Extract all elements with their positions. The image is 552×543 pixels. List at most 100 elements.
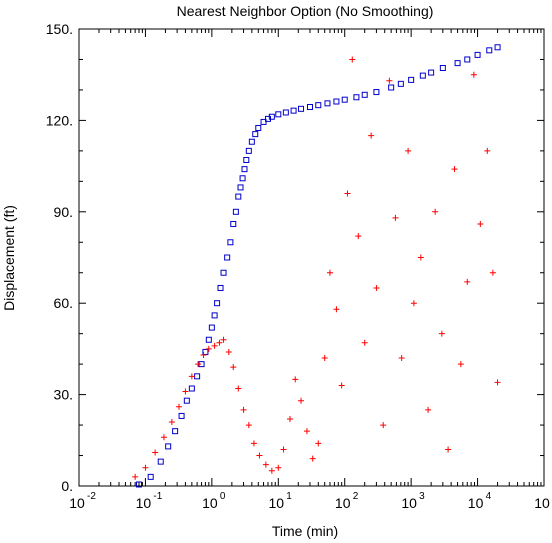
data-point-square (255, 125, 262, 132)
data-point-square (439, 64, 446, 71)
data-point-square (157, 458, 164, 465)
x-tick-exponent: 3 (419, 491, 425, 502)
data-point-square (397, 80, 404, 87)
data-point-plus (240, 406, 247, 413)
data-point-square (165, 443, 172, 450)
data-point-plus (205, 345, 212, 352)
data-point-plus (286, 415, 293, 422)
data-point-square (147, 473, 154, 480)
data-point-square (241, 166, 248, 173)
data-point-plus (230, 364, 237, 371)
data-point-square (205, 336, 212, 343)
data-point-square (306, 103, 313, 110)
data-point-square (268, 113, 275, 120)
data-point-square (178, 412, 185, 419)
x-tick-exponent: 1 (286, 491, 292, 502)
data-point-square (260, 118, 267, 125)
data-point-plus (425, 406, 432, 413)
data-point-square (232, 208, 239, 215)
data-point-plus (309, 455, 316, 462)
data-point-plus (292, 376, 299, 383)
data-point-square (135, 481, 142, 488)
data-point-square (388, 84, 395, 91)
data-point-plus (451, 166, 458, 173)
data-point-plus (262, 461, 269, 468)
data-point-plus (386, 77, 393, 84)
x-axis-label: Time (min) (272, 523, 338, 539)
data-point-plus (195, 361, 202, 368)
data-point-square (208, 324, 215, 331)
data-point-square (275, 111, 282, 118)
data-point-square (474, 51, 481, 58)
x-tick-label: 10 (268, 495, 284, 511)
y-tick-label: 150. (46, 21, 73, 37)
data-point-plus (464, 278, 471, 285)
data-point-square (333, 98, 340, 105)
data-point-square (408, 76, 415, 83)
data-point-square (486, 47, 493, 54)
y-tick-label: 120. (46, 112, 73, 128)
data-point-square (315, 102, 322, 109)
x-tick-label: 10 (335, 495, 351, 511)
data-point-plus (315, 440, 322, 447)
data-point-square (230, 220, 237, 227)
x-tick-label: 10 (202, 495, 218, 511)
data-point-square (220, 269, 227, 276)
x-tick-exponent: 4 (486, 491, 492, 502)
data-point-plus (220, 336, 227, 343)
data-point-plus (175, 403, 182, 410)
data-point-plus (398, 355, 405, 362)
data-point-square (324, 100, 331, 107)
data-point-square (428, 69, 435, 76)
data-point-plus (326, 269, 333, 276)
data-point-plus (142, 464, 149, 471)
data-point-plus (355, 233, 362, 240)
data-point-plus (338, 382, 345, 389)
data-point-plus (235, 385, 242, 392)
data-point-plus (200, 351, 207, 358)
data-point-square (224, 254, 231, 261)
data-point-square (419, 72, 426, 79)
data-point-square (243, 157, 250, 164)
data-point-plus (494, 379, 501, 386)
x-tick-label: 10 (401, 495, 417, 511)
data-point-plus (349, 56, 356, 63)
data-point-square (298, 105, 305, 112)
data-point-plus (333, 306, 340, 313)
data-point-plus (321, 355, 328, 362)
data-point-plus (489, 269, 496, 276)
data-point-square (361, 91, 368, 98)
data-point-square (282, 109, 289, 116)
data-point-square (227, 239, 234, 246)
data-point-plus (368, 132, 375, 139)
data-point-square (353, 94, 360, 101)
chart-title: Nearest Neighbor Option (No Smoothing) (177, 3, 434, 19)
data-point-plus (373, 284, 380, 291)
x-tick-label: 10 (468, 495, 484, 511)
data-point-plus (445, 446, 452, 453)
data-point-square (214, 300, 221, 307)
data-point-plus (438, 330, 445, 337)
data-point-square (183, 397, 190, 404)
x-tick-label: 10 (69, 495, 85, 511)
data-marks (132, 44, 501, 488)
data-point-plus (132, 473, 139, 480)
data-point-square (464, 56, 471, 63)
data-point-plus (216, 339, 223, 346)
data-point-plus (477, 220, 484, 227)
x-tick-label: 10 (534, 495, 550, 511)
data-point-plus (152, 449, 159, 456)
data-point-square (188, 385, 195, 392)
data-point-plus (225, 348, 232, 355)
data-point-square (252, 131, 259, 138)
y-tick-label: 0. (61, 478, 73, 494)
data-point-square (245, 147, 252, 154)
data-point-square (202, 348, 209, 355)
data-point-plus (168, 419, 175, 426)
data-point-plus (250, 440, 257, 447)
data-point-square (239, 175, 246, 182)
data-point-plus (298, 397, 305, 404)
data-point-plus (380, 422, 387, 429)
x-tick-exponent: 0 (220, 491, 226, 502)
data-point-square (494, 44, 501, 51)
